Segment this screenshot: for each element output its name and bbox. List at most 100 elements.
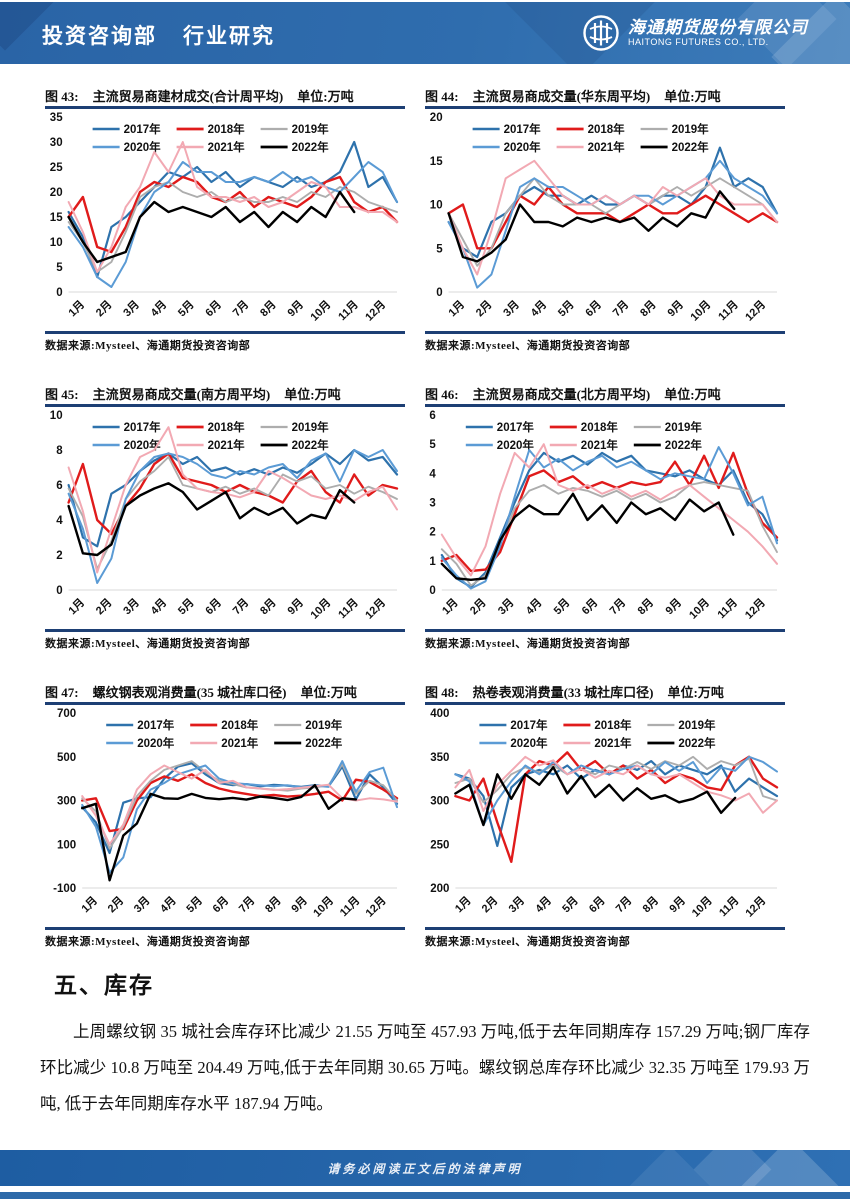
x-axis-month-label: 3月: [506, 894, 527, 915]
chart-source: 数据来源:Mysteel、海通期货投资咨询部: [45, 936, 251, 948]
legend-label-2020年: 2020年: [504, 140, 542, 154]
x-axis-month-label: 3月: [121, 298, 142, 319]
x-axis-month-label: 3月: [131, 894, 152, 915]
x-axis-month-label: 6月: [583, 298, 604, 319]
x-axis-month-label: 4月: [528, 298, 549, 319]
figure-label: 图 43:: [45, 89, 79, 104]
y-axis-tick-label: 200: [430, 883, 449, 895]
x-axis-month-label: 11月: [716, 894, 741, 919]
y-axis-tick-label: 3: [429, 498, 435, 510]
x-axis-month-label: 2月: [93, 298, 114, 319]
series-line-2022年: [454, 766, 737, 827]
legend-label-2018年: 2018年: [221, 718, 259, 732]
x-axis-month-label: 6月: [203, 596, 224, 617]
figure-label: 图 46:: [425, 387, 459, 402]
chart-title-row: 图 45: 主流贸易商成交量(南方周平均) 单位:万吨: [45, 384, 405, 403]
y-axis-tick-label: 5: [56, 262, 63, 274]
series-line-2020年: [447, 159, 778, 289]
legend-label-2021年: 2021年: [594, 736, 632, 750]
x-axis-month-label: 11月: [336, 596, 361, 621]
x-axis-month-label: 2月: [473, 298, 494, 319]
y-axis-tick-label: 300: [57, 796, 76, 808]
chart-title: 热卷表观消费量(33 城社库口径): [472, 685, 654, 700]
x-axis-month-label: 1月: [439, 596, 460, 617]
x-axis-month-label: 12月: [743, 894, 769, 920]
series-line-2019年: [447, 177, 778, 267]
series-line-2018年: [447, 185, 779, 250]
legend-label-2022年: 2022年: [665, 438, 703, 452]
series-line-2018年: [454, 751, 779, 864]
header-section: 行业研究: [183, 25, 275, 48]
legend-label-2020年: 2020年: [124, 140, 162, 154]
chart-source: 数据来源:Mysteel、海通期货投资咨询部: [45, 638, 251, 650]
x-axis-month-label: 4月: [148, 298, 169, 319]
x-axis-month-label: 12月: [743, 298, 769, 324]
series-line-2019年: [81, 760, 398, 850]
x-axis-month-label: 7月: [613, 894, 634, 915]
x-axis-month-label: 3月: [501, 298, 522, 319]
y-axis-tick-label: -100: [53, 883, 76, 895]
x-axis-month-label: 7月: [230, 298, 251, 319]
legend-label-2017年: 2017年: [497, 420, 535, 434]
chart-unit: 单位:万吨: [297, 89, 354, 104]
x-axis-month-label: 7月: [607, 596, 628, 617]
y-axis-tick-label: 350: [430, 752, 449, 764]
x-axis-month-label: 8月: [637, 298, 658, 319]
legend-label-2017年: 2017年: [504, 122, 542, 136]
chart-unit: 单位:万吨: [300, 685, 357, 700]
charts-grid: 图 43: 主流贸易商建材成交(合计周平均) 单位:万吨 0 5 10 15 20 25 3…: [45, 86, 785, 949]
series-line-2018年: [67, 175, 399, 254]
title-divider: [45, 404, 405, 407]
chart-unit: 单位:万吨: [664, 89, 721, 104]
legend-label-2022年: 2022年: [292, 438, 330, 452]
bottom-strip: [0, 1192, 850, 1199]
y-axis-tick-label: 4: [429, 468, 436, 480]
chart-title: 主流贸易商成交量(北方周平均): [472, 387, 651, 402]
x-axis-month-label: 1月: [446, 298, 467, 319]
x-axis-month-label: 10月: [308, 596, 334, 622]
legend-label-2019年: 2019年: [305, 718, 343, 732]
series-line-2021年: [454, 755, 778, 814]
chart-source: 数据来源:Mysteel、海通期货投资咨询部: [425, 340, 631, 352]
x-axis-month-label: 8月: [262, 894, 283, 915]
x-axis-month-label: 8月: [257, 596, 278, 617]
y-axis-tick-label: 25: [50, 162, 63, 174]
chart-title-row: 图 44: 主流贸易商成交量(华东周平均) 单位:万吨: [425, 86, 785, 105]
x-axis-month-label: 9月: [663, 596, 684, 617]
legend-label-2017年: 2017年: [137, 718, 175, 732]
series-line-2021年: [67, 141, 398, 273]
line-chart: -100 100 300 500 700 1月 2月 3月 4月 5月 6月 7月 8月 9月 10月 11月…: [53, 708, 399, 920]
x-axis-month-label: 5月: [175, 298, 196, 319]
series-line-2019年: [440, 481, 778, 587]
x-axis-month-label: 8月: [635, 596, 656, 617]
chart-title-row: 图 48: 热卷表观消费量(33 城社库口径) 单位:万吨: [425, 682, 785, 701]
y-axis-tick-label: 0: [56, 585, 62, 597]
legend-label-2019年: 2019年: [292, 420, 330, 434]
y-axis-tick-label: 8: [56, 445, 63, 457]
source-divider: [425, 629, 785, 632]
x-axis-month-label: 5月: [555, 298, 576, 319]
x-axis-month-label: 6月: [210, 894, 231, 915]
x-axis-month-label: 8月: [257, 298, 278, 319]
x-axis-month-label: 4月: [148, 596, 169, 617]
x-axis-month-label: 11月: [715, 596, 740, 621]
y-axis-tick-label: 100: [57, 839, 76, 851]
chart-title: 主流贸易商建材成交(合计周平均): [92, 89, 284, 104]
x-axis-month-label: 6月: [586, 894, 607, 915]
chart-unit: 单位:万吨: [664, 387, 721, 402]
legend-label-2021年: 2021年: [581, 438, 619, 452]
y-axis-tick-label: 15: [430, 156, 443, 168]
x-axis-month-label: 10月: [686, 596, 712, 622]
y-axis-tick-label: 6: [56, 480, 62, 492]
x-axis-month-label: 3月: [495, 596, 516, 617]
chart-block: 图 45: 主流贸易商成交量(南方周平均) 单位:万吨 0 2 4 6 8 10 1月 2月 3…: [45, 384, 405, 651]
inventory-section: 五、库存 上周螺纹钢 35 城社会库存环比减少 21.55 万吨至 457.93…: [40, 966, 810, 1122]
y-axis-tick-label: 700: [57, 708, 76, 720]
figure-label: 图 48:: [425, 685, 459, 700]
legend-label-2017年: 2017年: [124, 122, 162, 136]
y-axis-tick-label: 2: [56, 550, 62, 562]
y-axis-tick-label: 500: [57, 752, 76, 764]
x-axis-month-label: 2月: [93, 596, 114, 617]
legend-label-2019年: 2019年: [678, 718, 716, 732]
